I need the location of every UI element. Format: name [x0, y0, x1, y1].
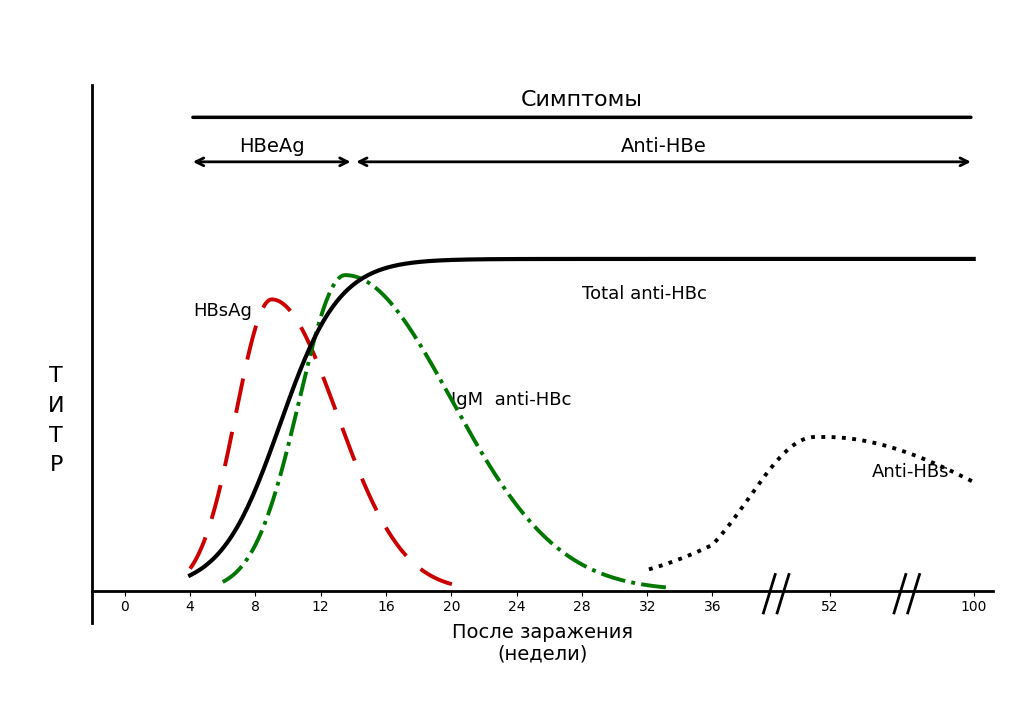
- Text: Симптомы: Симптомы: [521, 90, 643, 110]
- Text: HBsAg: HBsAg: [194, 302, 252, 319]
- Text: HBeAg: HBeAg: [239, 137, 304, 156]
- Text: Anti-HBe: Anti-HBe: [621, 137, 707, 156]
- Text: Т
И
Т
Р: Т И Т Р: [48, 366, 65, 475]
- X-axis label: После заражения
(недели): После заражения (недели): [453, 623, 633, 663]
- Text: IgM  anti-HBc: IgM anti-HBc: [452, 391, 571, 409]
- Text: Anti-HBs: Anti-HBs: [871, 464, 949, 481]
- Text: Total anti-HBc: Total anti-HBc: [582, 285, 707, 304]
